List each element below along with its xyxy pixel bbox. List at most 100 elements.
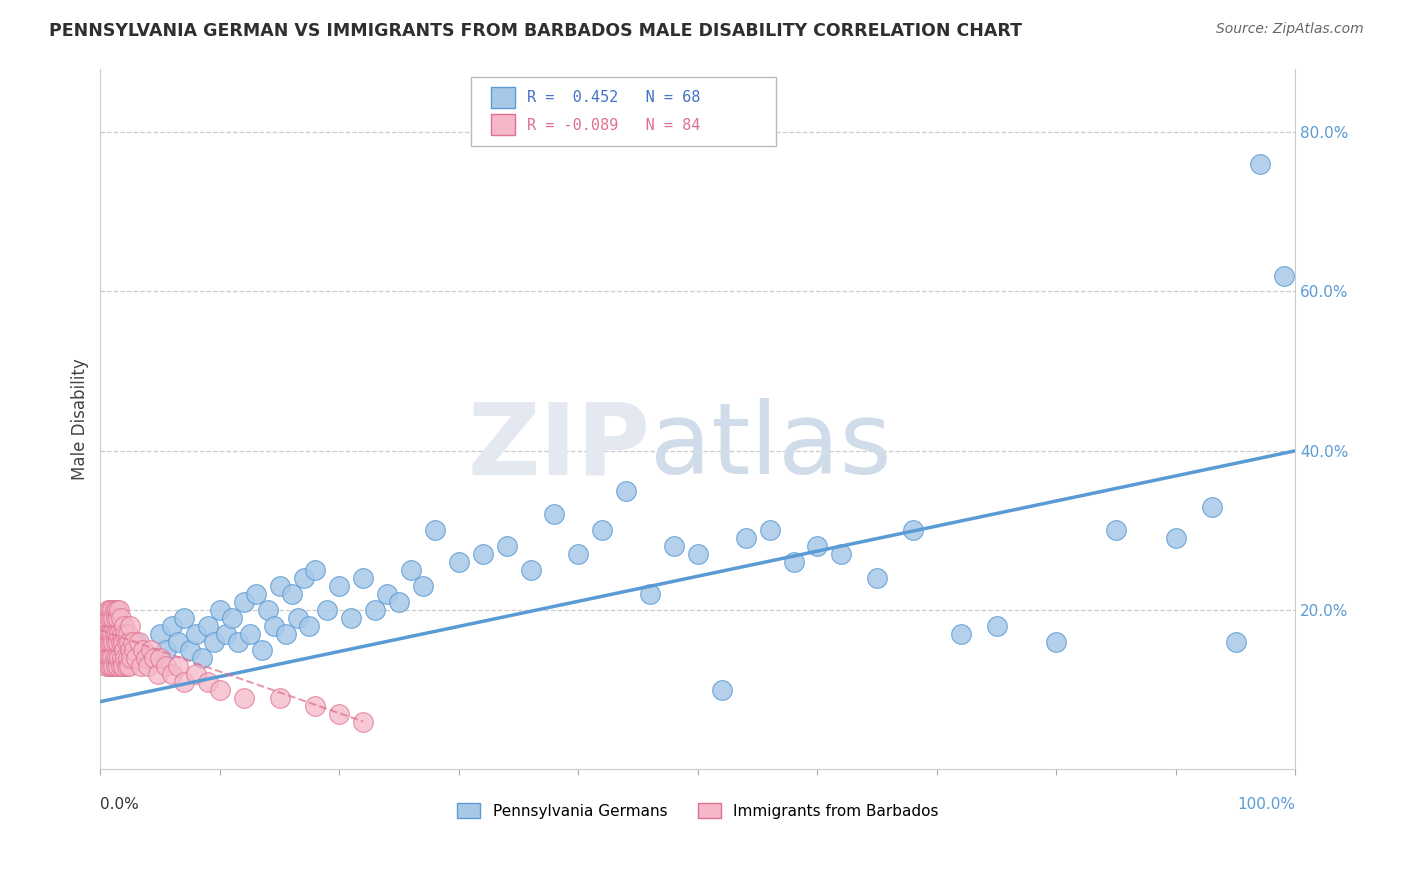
Point (107, 635, 129, 649)
Point (149, 650, 172, 665)
Point (263, 619, 285, 633)
Point (97, 611, 120, 625)
Point (328, 706, 350, 721)
Point (105, 603, 128, 617)
Point (1272, 268, 1295, 283)
FancyBboxPatch shape (471, 77, 776, 145)
FancyBboxPatch shape (491, 114, 515, 135)
Point (280, 587, 302, 601)
Point (103, 658, 125, 673)
Point (1225, 635, 1247, 649)
Point (274, 627, 297, 641)
Point (686, 547, 709, 561)
Point (830, 547, 852, 561)
Point (388, 595, 411, 609)
Point (208, 682, 231, 697)
Text: R =  0.452   N = 68: R = 0.452 N = 68 (527, 90, 700, 104)
Point (471, 547, 494, 561)
Point (423, 524, 446, 538)
Point (125, 635, 148, 649)
Point (256, 603, 278, 617)
Point (114, 627, 136, 641)
Point (120, 643, 142, 657)
Point (136, 650, 159, 665)
Point (197, 619, 219, 633)
Point (96, 635, 118, 649)
Point (202, 635, 225, 649)
Point (105, 650, 128, 665)
Point (112, 658, 135, 673)
Point (118, 635, 141, 649)
Point (115, 635, 138, 649)
Point (806, 539, 828, 553)
Point (104, 603, 127, 617)
Text: atlas: atlas (650, 399, 891, 495)
Point (232, 595, 254, 609)
Point (184, 627, 207, 641)
Text: R = -0.089   N = 84: R = -0.089 N = 84 (527, 118, 700, 133)
Point (1045, 635, 1067, 649)
Point (104, 627, 127, 641)
Point (215, 627, 238, 641)
Point (352, 714, 374, 729)
Point (155, 643, 177, 657)
Point (100, 635, 122, 649)
Point (146, 666, 169, 681)
Point (239, 627, 262, 641)
Point (986, 619, 1008, 633)
Point (117, 650, 139, 665)
Point (328, 579, 350, 593)
Point (111, 650, 134, 665)
Point (98, 627, 121, 641)
Y-axis label: Male Disability: Male Disability (72, 358, 89, 480)
Text: 0.0%: 0.0% (100, 797, 139, 813)
Point (132, 643, 155, 657)
Point (115, 658, 138, 673)
Point (638, 587, 661, 601)
Point (108, 650, 131, 665)
Point (112, 619, 135, 633)
Point (96, 650, 118, 665)
Point (121, 635, 143, 649)
Point (108, 627, 131, 641)
Point (103, 611, 125, 625)
Point (110, 635, 132, 649)
Point (112, 643, 135, 657)
Point (447, 555, 470, 569)
Point (94, 619, 117, 633)
Point (110, 658, 132, 673)
Point (117, 627, 139, 641)
Point (143, 650, 166, 665)
Point (104, 635, 127, 649)
Point (340, 611, 363, 625)
Point (101, 650, 124, 665)
Point (96, 611, 118, 625)
Text: PENNSYLVANIA GERMAN VS IMMIGRANTS FROM BARBADOS MALE DISABILITY CORRELATION CHAR: PENNSYLVANIA GERMAN VS IMMIGRANTS FROM B… (49, 22, 1022, 40)
Text: Source: ZipAtlas.com: Source: ZipAtlas.com (1216, 22, 1364, 37)
Point (101, 627, 124, 641)
Point (734, 532, 756, 546)
Point (591, 524, 613, 538)
Point (495, 539, 517, 553)
Point (543, 508, 565, 522)
Point (1201, 500, 1223, 514)
Point (866, 571, 889, 585)
Text: 100.0%: 100.0% (1237, 797, 1295, 813)
Point (125, 650, 148, 665)
Point (1164, 532, 1187, 546)
Point (375, 587, 398, 601)
Point (110, 611, 132, 625)
Point (949, 627, 972, 641)
Point (94, 643, 117, 657)
Point (292, 571, 315, 585)
Point (122, 643, 145, 657)
Point (100, 658, 122, 673)
Point (108, 603, 131, 617)
Point (197, 674, 219, 689)
Point (269, 690, 291, 705)
Point (149, 627, 172, 641)
Point (111, 627, 134, 641)
Point (184, 666, 207, 681)
Point (101, 603, 124, 617)
Point (112, 658, 135, 673)
